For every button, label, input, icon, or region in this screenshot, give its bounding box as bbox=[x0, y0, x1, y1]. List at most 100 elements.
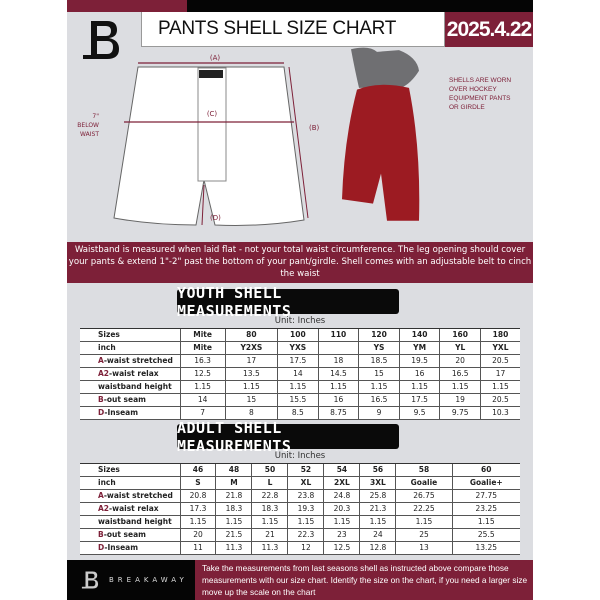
table-cell: 1.15 bbox=[287, 515, 324, 529]
table-cell: 16.3 bbox=[179, 354, 226, 368]
measurement-instructions: Waistband is measured when laid flat - n… bbox=[67, 242, 533, 283]
table-cell: 23.25 bbox=[451, 502, 520, 516]
table-cell: XL bbox=[287, 476, 324, 490]
measure-letter: B bbox=[98, 395, 104, 404]
table-cell: 9.5 bbox=[398, 406, 440, 420]
table-cell: 9.75 bbox=[439, 406, 481, 420]
measure-name: inch bbox=[98, 343, 116, 352]
breakaway-logo-icon bbox=[81, 571, 99, 589]
table-cell: 58 bbox=[395, 463, 453, 477]
table-cell: 1.15 bbox=[251, 515, 288, 529]
table-cell: 3XL bbox=[359, 476, 396, 490]
footer-instructions: Take the measurements from last seasons … bbox=[195, 560, 533, 600]
measure-name: -waist stretched bbox=[103, 356, 173, 365]
top-bar bbox=[187, 0, 533, 12]
table-row: B-out seam 20 21.5 21 22.3 23 24 25 25.5 bbox=[80, 528, 520, 542]
table-cell: 48 bbox=[215, 463, 252, 477]
row-label: A2-waist relax bbox=[80, 367, 180, 381]
table-cell: 54 bbox=[323, 463, 360, 477]
table-cell: Y2XS bbox=[224, 341, 278, 355]
table-cell: 1.15 bbox=[358, 380, 400, 394]
label-c: (C) bbox=[207, 110, 218, 118]
table-cell: 13.5 bbox=[224, 367, 278, 381]
table-row: D-Inseam 11 11.3 11.3 12 12.5 12.8 13 13.25 bbox=[80, 541, 520, 555]
table-cell: 10.3 bbox=[479, 406, 520, 420]
table-cell: 20 bbox=[179, 528, 216, 542]
measure-letter: D bbox=[98, 408, 105, 417]
table-cell: Mite bbox=[179, 328, 226, 342]
table-row: A2-waist relax 12.5 13.5 14 14.5 15 16 16.5 17 bbox=[80, 367, 520, 381]
below-waist-note: 7" BELOW WAIST bbox=[77, 113, 99, 138]
table-cell: 1.15 bbox=[323, 515, 360, 529]
table-cell: 12.8 bbox=[359, 541, 396, 555]
table-cell: 16.5 bbox=[439, 367, 481, 381]
table-cell: Goalie+ bbox=[451, 476, 520, 490]
table-cell: 14 bbox=[277, 367, 319, 381]
date-label: 2025.4.22 bbox=[445, 12, 533, 47]
table-cell: 12 bbox=[287, 541, 324, 555]
table-cell: 27.75 bbox=[451, 489, 520, 503]
table-cell: 1.15 bbox=[395, 515, 453, 529]
adult-unit: Unit: Inches bbox=[274, 451, 326, 461]
table-cell: 12.5 bbox=[179, 367, 226, 381]
measure-name: -waist relax bbox=[109, 369, 159, 378]
size-chart-page: PANTS SHELL SIZE CHART 2025.4.22 (A) (C)… bbox=[67, 0, 533, 600]
table-cell: 1.15 bbox=[359, 515, 396, 529]
measure-letter: D bbox=[98, 543, 105, 552]
youth-heading: YOUTH SHELL MEASUREMENTS bbox=[177, 284, 399, 320]
table-cell: 1.15 bbox=[277, 380, 319, 394]
table-cell: S bbox=[179, 476, 216, 490]
measure-letter: A2 bbox=[98, 369, 110, 378]
measure-name: inch bbox=[98, 478, 116, 487]
measure-name: Sizes bbox=[98, 330, 120, 339]
table-row: waistband height 1.15 1.15 1.15 1.15 1.15 1.15… bbox=[80, 380, 520, 394]
table-cell: 21.8 bbox=[215, 489, 252, 503]
table-cell: 1.15 bbox=[179, 515, 216, 529]
table-cell: 15 bbox=[224, 393, 278, 407]
table-cell: 24 bbox=[359, 528, 396, 542]
table-cell: 18.3 bbox=[215, 502, 252, 516]
table-cell: 80 bbox=[224, 328, 278, 342]
table-cell: YXL bbox=[479, 341, 520, 355]
table-cell: 180 bbox=[479, 328, 520, 342]
measure-letter: A bbox=[98, 356, 104, 365]
table-cell: 14 bbox=[179, 393, 226, 407]
table-cell: 20.3 bbox=[323, 502, 360, 516]
row-label: A2-waist relax bbox=[80, 502, 180, 516]
measure-letter: B bbox=[98, 530, 104, 539]
table-cell: 11.3 bbox=[251, 541, 288, 555]
measure-name: waistband height bbox=[98, 382, 172, 391]
table-cell: 19 bbox=[439, 393, 481, 407]
table-cell: 160 bbox=[439, 328, 481, 342]
row-label: A-waist stretched bbox=[80, 354, 180, 368]
label-d: (D) bbox=[210, 214, 221, 222]
table-cell: YS bbox=[358, 341, 400, 355]
table-cell: 11 bbox=[179, 541, 216, 555]
table-cell: 16 bbox=[317, 393, 359, 407]
measure-name: -out seam bbox=[103, 395, 146, 404]
table-cell: M bbox=[215, 476, 252, 490]
table-cell: 25 bbox=[395, 528, 453, 542]
row-label: B-out seam bbox=[80, 393, 180, 407]
table-cell: 14.5 bbox=[317, 367, 359, 381]
table-cell: 12.5 bbox=[323, 541, 360, 555]
youth-size-table: Sizes Mite 80 100 110 120 140 160 180 inch Mite Y2X… bbox=[80, 328, 520, 420]
table-cell: 16.5 bbox=[358, 393, 400, 407]
brand-name: BREAKAWAY bbox=[109, 576, 188, 584]
measure-name: Sizes bbox=[98, 465, 120, 474]
youth-unit: Unit: Inches bbox=[274, 316, 326, 326]
table-cell: YM bbox=[398, 341, 440, 355]
row-label: inch bbox=[80, 476, 180, 490]
table-row: Sizes Mite 80 100 110 120 140 160 180 bbox=[80, 328, 520, 342]
table-cell: 1.15 bbox=[317, 380, 359, 394]
table-cell: 21 bbox=[251, 528, 288, 542]
table-cell: 7 bbox=[179, 406, 226, 420]
table-cell: 16 bbox=[398, 367, 440, 381]
table-cell: 120 bbox=[358, 328, 400, 342]
table-cell: Mite bbox=[179, 341, 226, 355]
table-cell: 1.15 bbox=[215, 515, 252, 529]
row-label: Sizes bbox=[80, 328, 180, 342]
table-cell: 17 bbox=[479, 367, 520, 381]
row-label: D-Inseam bbox=[80, 541, 180, 555]
breakaway-logo-icon bbox=[83, 21, 119, 59]
